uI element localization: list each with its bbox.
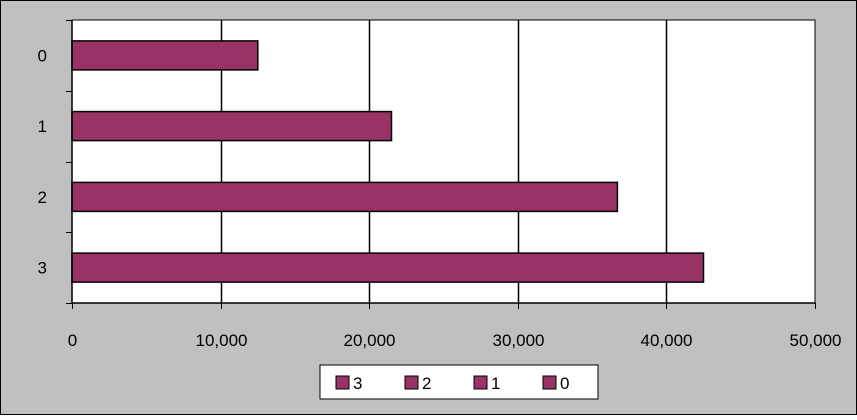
bar xyxy=(71,181,619,213)
legend-swatch xyxy=(335,375,350,390)
bars xyxy=(71,40,705,283)
legend: 3 2 1 0 xyxy=(319,364,599,400)
bar xyxy=(71,40,259,71)
x-tick-label: 50,000 xyxy=(790,331,842,350)
legend-label: 1 xyxy=(491,374,500,393)
y-tick-label: 2 xyxy=(38,188,47,207)
x-tick-label: 30,000 xyxy=(493,331,545,350)
x-tick-label: 40,000 xyxy=(641,331,693,350)
x-tick-label: 20,000 xyxy=(344,331,396,350)
y-tick-label: 3 xyxy=(38,259,47,278)
axes: 0 10,000 20,000 30,000 40,000 50,000 0 1 2 3 xyxy=(38,20,842,350)
legend-label: 0 xyxy=(560,374,569,393)
bar xyxy=(71,252,705,283)
x-tick-label: 10,000 xyxy=(196,331,248,350)
x-tick-label: 0 xyxy=(68,331,77,350)
legend-swatch xyxy=(473,375,488,390)
y-tick-label: 1 xyxy=(38,117,47,136)
legend-label: 2 xyxy=(422,374,431,393)
y-tick-label: 0 xyxy=(38,46,47,65)
legend-swatch xyxy=(542,375,557,390)
bar xyxy=(71,110,393,142)
legend-label: 3 xyxy=(353,374,362,393)
legend-swatch xyxy=(404,375,419,390)
